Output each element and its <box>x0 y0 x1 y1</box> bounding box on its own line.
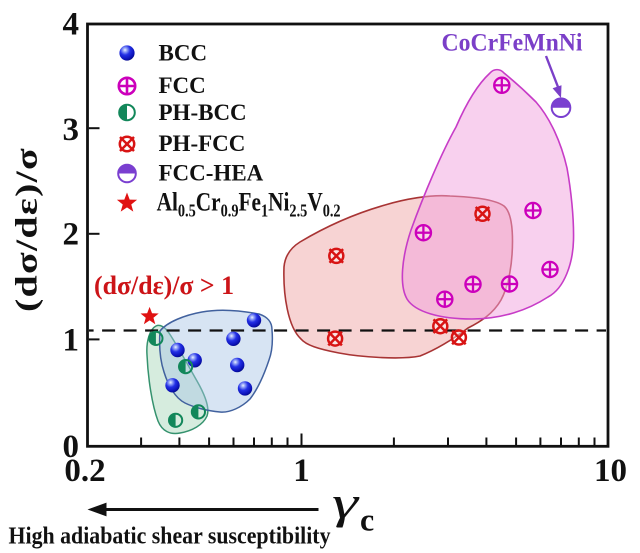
svg-text:(dσ/dε)/σ > 1: (dσ/dε)/σ > 1 <box>94 271 234 300</box>
svg-text:10: 10 <box>594 453 627 489</box>
svg-text:3: 3 <box>63 112 80 148</box>
svg-text:0.2: 0.2 <box>64 453 105 489</box>
svg-text:CoCrFeMnNi: CoCrFeMnNi <box>442 30 583 57</box>
svg-text:(dσ/dε)/σ: (dσ/dε)/σ <box>9 147 44 312</box>
svg-text:0: 0 <box>63 429 80 465</box>
svg-text:FCC-HEA: FCC-HEA <box>159 161 264 186</box>
svg-text:1: 1 <box>63 322 80 358</box>
svg-text:1: 1 <box>293 453 310 489</box>
svg-text:c: c <box>360 502 374 538</box>
svg-text:BCC: BCC <box>159 41 208 66</box>
svg-text:FCC: FCC <box>159 73 206 98</box>
svg-text:High adiabatic shear susceptib: High adiabatic shear susceptibility <box>9 524 331 550</box>
svg-text:4: 4 <box>63 7 80 43</box>
svg-text:2: 2 <box>63 217 80 253</box>
svg-text:γ: γ <box>332 477 361 528</box>
svg-text:PH-BCC: PH-BCC <box>159 100 247 125</box>
svg-text:PH-FCC: PH-FCC <box>159 131 246 156</box>
